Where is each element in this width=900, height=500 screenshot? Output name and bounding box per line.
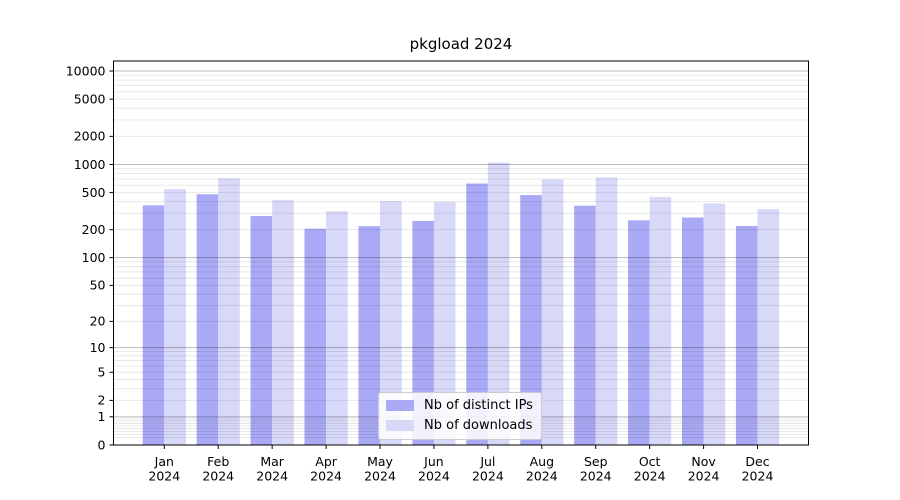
bar-ips-feb [196, 194, 219, 445]
legend-item-downloads: Nb of downloads [386, 417, 533, 434]
y-tick-label: 2000 [74, 129, 106, 144]
x-tick-label-year: 2024 [472, 469, 504, 484]
x-tick-label-year: 2024 [526, 469, 558, 484]
legend-item-distinct-ips: Nb of distinct IPs [386, 397, 533, 414]
x-tick-label-month: Jul [479, 454, 495, 469]
y-tick-label: 10 [90, 340, 106, 355]
legend: Nb of distinct IPs Nb of downloads [378, 392, 542, 440]
x-tick-label-year: 2024 [418, 469, 450, 484]
y-tick-label: 20 [90, 314, 106, 329]
x-tick-label-year: 2024 [580, 469, 612, 484]
bar-downloads-oct [649, 196, 672, 445]
legend-swatch-distinct-ips [386, 400, 414, 411]
bar-ips-mar [250, 216, 273, 445]
x-tick-label-year: 2024 [202, 469, 234, 484]
y-tick-label: 2 [98, 393, 106, 408]
x-tick-label-year: 2024 [148, 469, 180, 484]
x-tick-label-year: 2024 [256, 469, 288, 484]
x-tick-label-month: Jun [423, 454, 444, 469]
x-tick-label-month: Aug [530, 454, 554, 469]
x-tick-label-month: Mar [260, 454, 284, 469]
bar-ips-oct [628, 220, 650, 445]
x-tick-label-year: 2024 [310, 469, 342, 484]
bar-downloads-aug [541, 179, 564, 445]
x-tick-label-month: Dec [745, 454, 769, 469]
y-tick-label: 100 [82, 250, 106, 265]
y-tick-label: 5000 [74, 91, 106, 106]
legend-label-distinct-ips: Nb of distinct IPs [424, 398, 533, 413]
bar-downloads-dec [757, 209, 780, 445]
bar-downloads-apr [326, 211, 348, 445]
y-tick-label: 5 [98, 365, 106, 380]
y-tick-label: 500 [82, 185, 106, 200]
y-tick-label: 1 [98, 409, 106, 424]
x-tick-label-month: Apr [315, 454, 337, 469]
bar-downloads-may [380, 201, 402, 445]
x-tick-label-month: Nov [691, 454, 716, 469]
bar-downloads-sep [595, 177, 618, 446]
y-tick-label: 200 [82, 222, 106, 237]
page-title: pkgload 2024 [409, 35, 513, 53]
bar-ips-jul [466, 183, 488, 446]
bar-ips-aug [520, 195, 542, 445]
x-tick-label-month: Sep [584, 454, 608, 469]
y-tick-label: 50 [90, 278, 106, 293]
legend-label-downloads: Nb of downloads [424, 418, 533, 433]
y-tick-label: 10000 [66, 63, 106, 78]
bar-downloads-jan [164, 189, 186, 445]
x-tick-label-month: May [367, 454, 393, 469]
x-tick-label-year: 2024 [742, 469, 774, 484]
x-tick-label-month: Oct [639, 454, 661, 469]
bar-downloads-nov [703, 203, 726, 445]
x-tick-label-month: Feb [207, 454, 229, 469]
bar-ips-jan [142, 205, 165, 445]
bar-ips-sep [574, 205, 596, 445]
bar-downloads-jun [433, 201, 456, 445]
bar-downloads-mar [272, 200, 294, 445]
y-tick-label: 1000 [74, 157, 106, 172]
bar-downloads-feb [218, 178, 240, 446]
legend-swatch-downloads [386, 420, 414, 431]
x-tick-label-month: Jan [154, 454, 174, 469]
bar-ips-may [358, 226, 381, 445]
bar-ips-apr [304, 228, 327, 445]
x-tick-label-year: 2024 [688, 469, 720, 484]
x-tick-label-year: 2024 [634, 469, 666, 484]
bar-ips-nov [682, 217, 704, 445]
bar-ips-jun [412, 220, 434, 445]
bar-ips-dec [735, 225, 758, 445]
x-tick-label-year: 2024 [364, 469, 396, 484]
y-tick-label: 0 [98, 437, 106, 452]
bar-downloads-jul [487, 162, 510, 445]
axes-frame [113, 60, 809, 446]
